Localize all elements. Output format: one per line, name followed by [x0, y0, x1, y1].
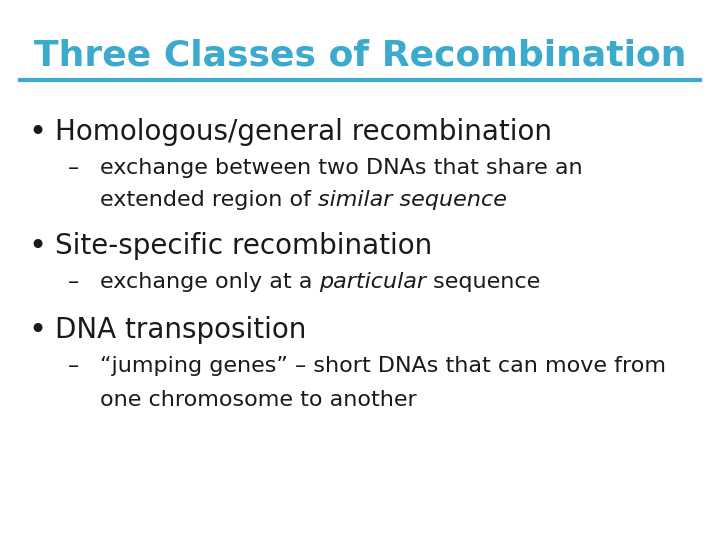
Text: Three Classes of Recombination: Three Classes of Recombination: [34, 38, 686, 72]
Text: –: –: [68, 356, 79, 376]
Text: Homologous/general recombination: Homologous/general recombination: [55, 118, 552, 146]
Text: particular: particular: [320, 272, 426, 292]
Text: Site-specific recombination: Site-specific recombination: [55, 232, 432, 260]
Text: “jumping genes” – short DNAs that can move from: “jumping genes” – short DNAs that can mo…: [100, 356, 666, 376]
Text: exchange between two DNAs that share an: exchange between two DNAs that share an: [100, 158, 582, 178]
Text: DNA transposition: DNA transposition: [55, 316, 307, 344]
Text: similar sequence: similar sequence: [318, 190, 507, 210]
Text: •: •: [28, 118, 46, 147]
Text: –: –: [68, 272, 79, 292]
Text: •: •: [28, 232, 46, 261]
Text: –: –: [68, 158, 79, 178]
Text: sequence: sequence: [426, 272, 541, 292]
Text: exchange only at a: exchange only at a: [100, 272, 320, 292]
Text: one chromosome to another: one chromosome to another: [100, 390, 417, 410]
Text: extended region of: extended region of: [100, 190, 318, 210]
Text: •: •: [28, 316, 46, 345]
